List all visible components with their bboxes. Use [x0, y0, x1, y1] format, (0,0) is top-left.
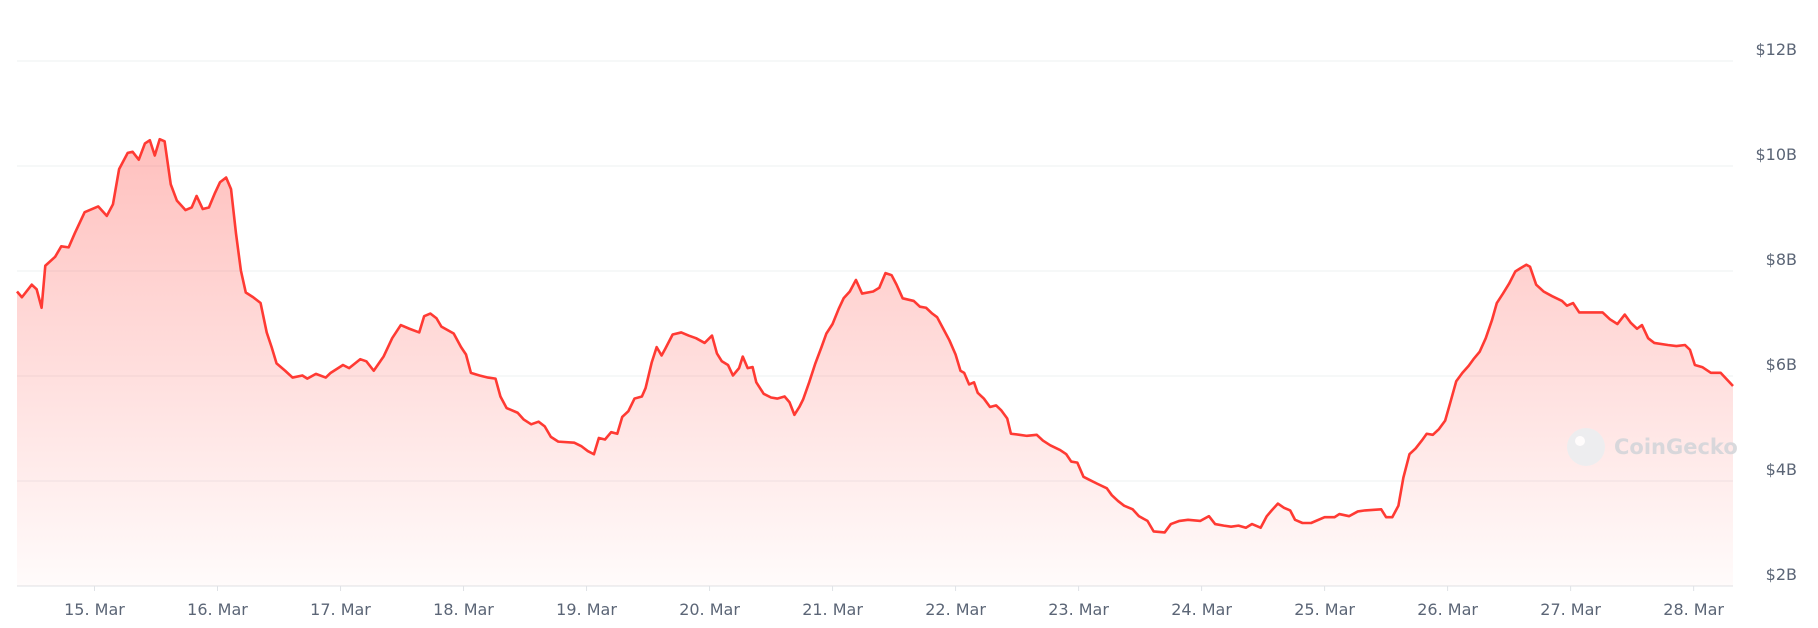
- y-tick-label: $8B: [1766, 250, 1797, 269]
- area-fill: [17, 139, 1733, 587]
- x-tick-label: 17. Mar: [310, 600, 371, 619]
- y-tick-label: $4B: [1766, 460, 1797, 479]
- x-tick-label: 20. Mar: [679, 600, 740, 619]
- plot: [16, 137, 1734, 587]
- x-tick-label: 27. Mar: [1540, 600, 1601, 619]
- watermark: CoinGecko: [1567, 428, 1738, 466]
- x-tick-label: 26. Mar: [1417, 600, 1478, 619]
- watermark-logo: [1567, 428, 1605, 466]
- x-tick-label: 24. Mar: [1171, 600, 1232, 619]
- x-tick-label: 23. Mar: [1048, 600, 1109, 619]
- y-tick-label: $10B: [1755, 145, 1797, 164]
- x-tick-label: 22. Mar: [925, 600, 986, 619]
- x-tick-label: 15. Mar: [64, 600, 125, 619]
- y-tick-label: $2B: [1766, 565, 1797, 584]
- watermark-logo-eye: [1575, 436, 1585, 446]
- y-tick-label: $6B: [1766, 355, 1797, 374]
- x-tick-label: 19. Mar: [556, 600, 617, 619]
- x-tick-label: 25. Mar: [1294, 600, 1355, 619]
- y-tick-label: $12B: [1755, 40, 1797, 59]
- watermark-text: CoinGecko: [1614, 435, 1738, 459]
- x-tick-label: 18. Mar: [433, 600, 494, 619]
- line: [16, 137, 1734, 534]
- x-tick-label: 21. Mar: [802, 600, 863, 619]
- x-tick-label: 16. Mar: [187, 600, 248, 619]
- x-tick-label: 28. Mar: [1663, 600, 1724, 619]
- grid: $2B $4B $6B $8B $10B $12B 15. Mar 16. Mar 17. Ma…: [17, 40, 1797, 619]
